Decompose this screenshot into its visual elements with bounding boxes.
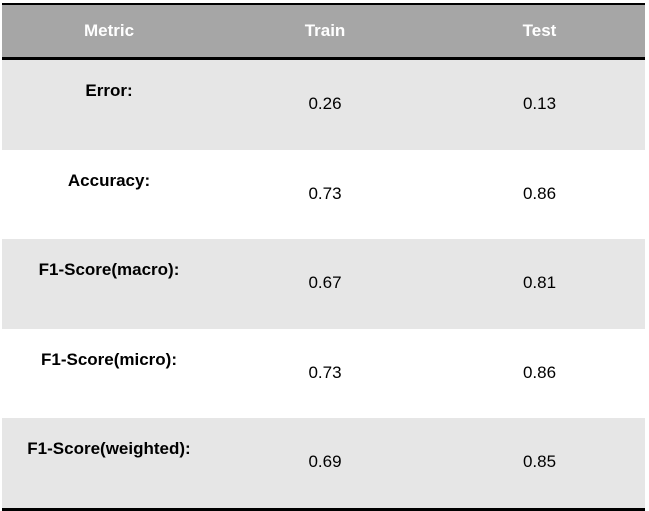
test-value: 0.86 (522, 183, 557, 203)
column-header-train: Train (304, 21, 346, 40)
metric-label: F1-Score(micro): (40, 349, 178, 369)
train-value: 0.67 (308, 273, 342, 293)
metric-label: Error: (85, 81, 133, 100)
train-value: 0.73 (308, 362, 342, 382)
test-value: 0.85 (522, 452, 557, 472)
table-row: F1-Score(micro): 0.73 0.86 (2, 329, 645, 419)
table-row: F1-Score(macro): 0.67 0.81 (2, 239, 645, 329)
train-value: 0.69 (308, 452, 342, 472)
table-row: F1-Score(weighted): 0.69 0.85 (2, 418, 645, 508)
train-value: 0.73 (308, 183, 342, 203)
test-value: 0.81 (522, 273, 557, 293)
train-value: 0.26 (308, 94, 342, 113)
column-header-test: Test (522, 21, 557, 40)
table-row: Accuracy: 0.73 0.86 (2, 150, 645, 240)
table-header-row: Metric Train Test (2, 5, 645, 60)
table-row: Error: 0.26 0.13 (2, 60, 645, 150)
metric-label: F1-Score(macro): (38, 260, 180, 280)
metrics-table: Metric Train Test Error: 0.26 0.13 Accur… (2, 3, 645, 511)
column-header-metric: Metric (83, 21, 135, 40)
test-value: 0.13 (522, 94, 557, 113)
metric-label: F1-Score(weighted): (27, 439, 191, 459)
metric-label: Accuracy: (67, 170, 151, 190)
test-value: 0.86 (522, 362, 557, 382)
